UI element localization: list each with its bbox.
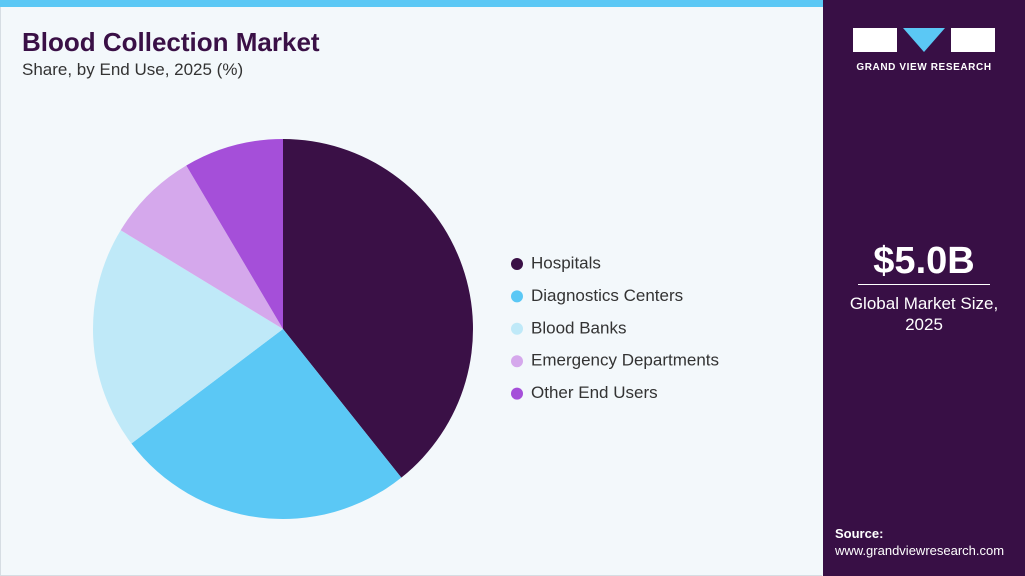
legend-label: Other End Users [531,383,658,402]
legend-label: Diagnostics Centers [531,286,683,305]
top-strip [0,0,823,7]
chart-subtitle: Share, by End Use, 2025 (%) [22,60,244,79]
legend-swatch [511,355,523,368]
logo-block [903,28,945,52]
legend-swatch [511,258,523,270]
pie-slice [120,165,283,329]
pie-slice [131,329,402,520]
market-size: $5.0B [873,240,975,282]
chart-title: Blood Collection Market [22,27,320,57]
logo: GRAND VIEW RESEARCH [853,28,995,73]
legend-swatch [511,290,523,303]
legend-label: Blood Banks [531,318,626,337]
brand: GRAND VIEW RESEARCH [856,62,991,73]
logo-block [951,28,995,52]
legend-label: Emergency Departments [531,351,719,370]
sidebar: GRAND VIEW RESEARCH $5.0B Global Market … [823,0,1025,576]
source-label: Source: [835,526,884,541]
legend-label: Hospitals [531,253,601,272]
pie-slice [283,139,474,478]
market-size-label: Global Market Size, 2025 [849,294,999,334]
chart: Hospitals Diagnostics Centers Blood Banks E… [92,139,719,520]
legend-swatch [511,387,523,400]
logo-block [853,28,897,52]
divider [858,284,990,285]
pie-slice [92,230,283,444]
legend-swatch [511,322,523,335]
source-url: www.grandviewresearch.com [835,543,1005,558]
pie-slice [186,139,283,329]
